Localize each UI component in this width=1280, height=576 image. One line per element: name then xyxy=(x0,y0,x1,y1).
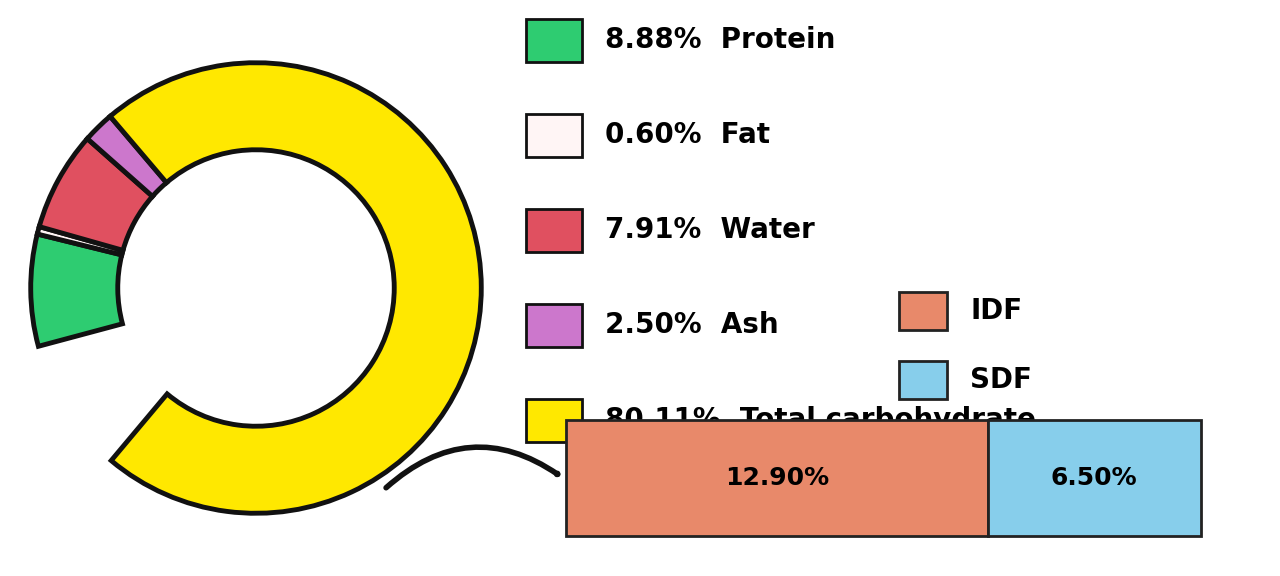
Text: 6.50%: 6.50% xyxy=(1051,466,1138,490)
Text: 12.90%: 12.90% xyxy=(724,466,829,490)
Wedge shape xyxy=(87,116,166,196)
Wedge shape xyxy=(31,234,123,346)
Bar xyxy=(566,420,988,536)
Text: 7.91%  Water: 7.91% Water xyxy=(605,217,815,244)
Text: 2.50%  Ash: 2.50% Ash xyxy=(605,312,780,339)
Bar xyxy=(526,114,581,157)
Bar xyxy=(526,19,581,62)
Wedge shape xyxy=(40,139,152,251)
Text: SDF: SDF xyxy=(970,366,1033,394)
Bar xyxy=(899,293,947,329)
Wedge shape xyxy=(110,63,481,513)
Text: 8.88%  Protein: 8.88% Protein xyxy=(605,26,836,54)
Bar xyxy=(899,362,947,399)
Text: IDF: IDF xyxy=(970,297,1023,325)
Text: 80.11%  Total carbohydrate: 80.11% Total carbohydrate xyxy=(605,407,1037,434)
Bar xyxy=(526,399,581,442)
Bar xyxy=(526,209,581,252)
Wedge shape xyxy=(37,226,123,255)
Bar xyxy=(526,304,581,347)
Text: 0.60%  Fat: 0.60% Fat xyxy=(605,122,771,149)
Bar xyxy=(988,420,1201,536)
